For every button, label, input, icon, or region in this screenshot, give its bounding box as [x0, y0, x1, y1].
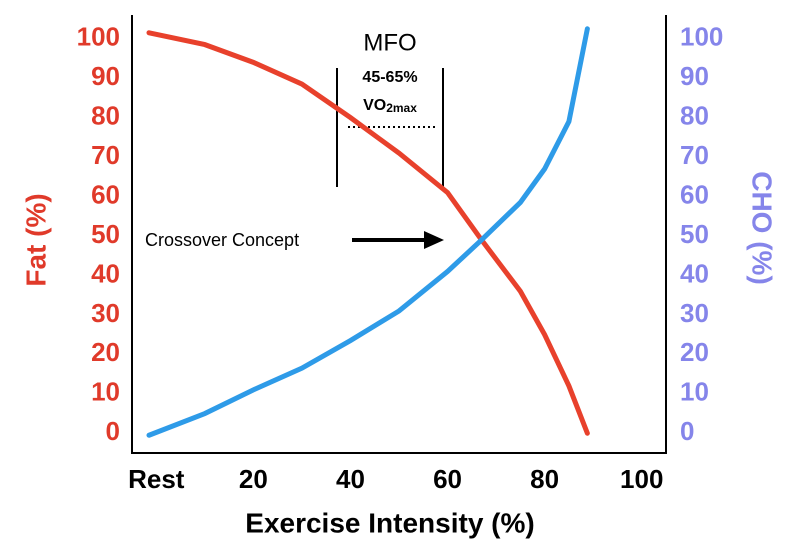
y2-tick-label: 50 — [680, 219, 709, 249]
line-cho — [146, 26, 590, 438]
y-tick-label: 70 — [91, 140, 120, 170]
x-axis-title: Exercise Intensity (%) — [245, 507, 534, 538]
line-fat — [146, 30, 590, 436]
vo2max-main: VO — [363, 97, 386, 114]
y2-tick-label: 90 — [680, 61, 709, 91]
y2-tick-label: 60 — [680, 179, 709, 209]
mfo-annotation — [336, 68, 444, 249]
y2-tick-label: 0 — [680, 416, 694, 446]
y-tick-label: 10 — [91, 377, 120, 407]
y-tick-label: 40 — [91, 258, 120, 288]
vo2max-label: VO2max — [363, 97, 417, 115]
crossover-label: Crossover Concept — [145, 230, 299, 250]
y-tick-label: 100 — [77, 22, 120, 52]
x-tick-label: 80 — [530, 464, 559, 494]
x-tick-label: 20 — [239, 464, 268, 494]
y-tick-label: 50 — [91, 219, 120, 249]
x-tick-label: 60 — [433, 464, 462, 494]
y-tick-label: 30 — [91, 298, 120, 328]
axes — [131, 15, 667, 454]
y2-tick-label: 80 — [680, 100, 709, 130]
y-tick-label: 0 — [106, 416, 120, 446]
y2-tick-label: 10 — [680, 377, 709, 407]
x-tick-label: 100 — [620, 464, 663, 494]
y-tick-label: 60 — [91, 179, 120, 209]
mfo-label: MFO — [363, 29, 416, 56]
y2-tick-label: 30 — [680, 298, 709, 328]
x-tick-label: 40 — [336, 464, 365, 494]
vo2max-sub: 2max — [386, 101, 417, 115]
y-axis-title: Fat (%) — [20, 193, 51, 286]
y-tick-label: 20 — [91, 337, 120, 367]
y2-axis-title: CHO (%) — [747, 171, 778, 285]
y2-tick-label: 20 — [680, 337, 709, 367]
y-tick-label: 90 — [91, 61, 120, 91]
y2-tick-label: 100 — [680, 22, 723, 52]
x-tick-label: Rest — [128, 464, 185, 494]
range-label: 45-65% — [362, 69, 417, 86]
y2-tick-label: 70 — [680, 140, 709, 170]
y-tick-label: 80 — [91, 100, 120, 130]
arrow-head — [424, 231, 444, 249]
y2-tick-label: 40 — [680, 258, 709, 288]
